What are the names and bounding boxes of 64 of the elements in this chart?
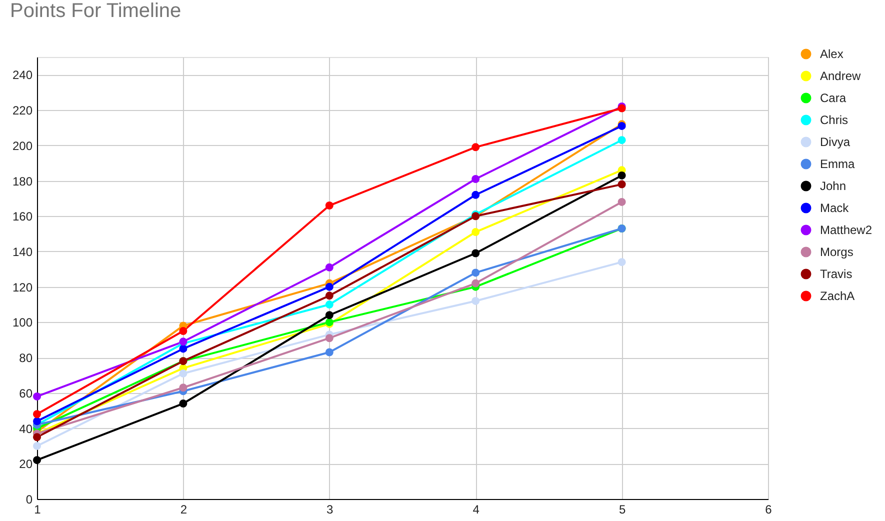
- point: [618, 136, 626, 144]
- x-tick-label: 5: [618, 502, 626, 516]
- y-tick-label: 160: [12, 210, 33, 224]
- point: [325, 263, 334, 272]
- point: [472, 249, 480, 258]
- y-tick-label: 140: [12, 244, 33, 259]
- point: [179, 369, 188, 378]
- point: [325, 300, 334, 309]
- y-tick-label: 40: [19, 422, 33, 436]
- legend-label: Matthew2: [820, 223, 872, 237]
- point: [618, 171, 626, 180]
- point: [472, 143, 480, 152]
- y-tick-label: 220: [12, 104, 33, 118]
- point: [325, 292, 334, 300]
- legend-label: Travis: [820, 267, 852, 281]
- point: [179, 327, 188, 336]
- y-tick-label: 100: [12, 316, 33, 330]
- point: [325, 334, 334, 342]
- point: [325, 282, 334, 291]
- point: [472, 296, 480, 305]
- x-tick-label: 1: [34, 502, 42, 516]
- point: [618, 258, 626, 266]
- y-tick-label: 80: [19, 351, 33, 366]
- point: [472, 279, 480, 288]
- point: [179, 344, 188, 353]
- legend-label: Alex: [820, 47, 844, 61]
- legend-label: Mack: [820, 201, 850, 215]
- y-tick-label: 200: [12, 138, 33, 153]
- y-tick-label: 240: [12, 68, 33, 82]
- legend-label: Divya: [820, 135, 850, 149]
- y-tick-label: 0: [26, 492, 33, 506]
- legend-label: Andrew: [820, 69, 862, 83]
- point: [325, 311, 334, 320]
- legend-label: Emma: [820, 157, 855, 171]
- point: [618, 198, 626, 206]
- y-tick-label: 20: [19, 457, 33, 472]
- point: [472, 175, 480, 183]
- point: [33, 433, 41, 442]
- legend-label: Morgs: [820, 245, 854, 259]
- x-tick-label: 4: [472, 502, 480, 516]
- point: [325, 202, 334, 210]
- point: [33, 456, 41, 464]
- point: [472, 228, 480, 236]
- point: [33, 410, 41, 418]
- legend-label: John: [820, 179, 846, 193]
- x-tick-label: 6: [765, 502, 772, 516]
- point: [618, 180, 626, 188]
- point: [472, 268, 480, 277]
- point: [33, 442, 41, 450]
- x-tick-label: 3: [326, 502, 334, 516]
- legend-label: Cara: [820, 91, 846, 105]
- chart-title: Points For Timeline: [10, 0, 182, 22]
- legend-label: ZachA: [820, 289, 855, 303]
- point: [33, 417, 41, 426]
- legend-label: Chris: [820, 113, 848, 127]
- point: [179, 400, 188, 408]
- point: [325, 348, 334, 356]
- point: [33, 392, 41, 400]
- y-tick-label: 120: [12, 280, 33, 294]
- y-tick-label: 180: [12, 174, 33, 188]
- point: [179, 384, 188, 392]
- x-tick-label: 2: [180, 502, 188, 516]
- y-tick-label: 60: [19, 386, 33, 400]
- point: [472, 190, 480, 199]
